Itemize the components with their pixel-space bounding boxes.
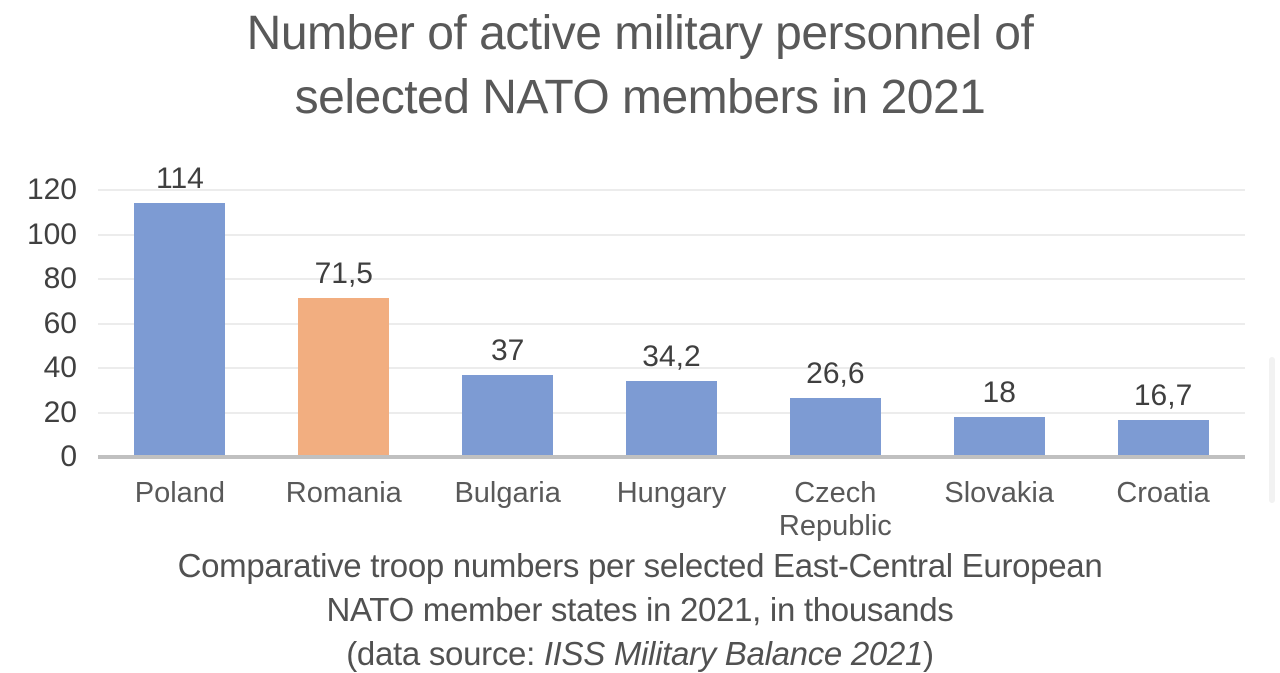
bar-slovakia — [953, 416, 1045, 457]
category-label-czech-republic: Czech Republic — [778, 477, 892, 542]
gridline-120 — [98, 189, 1245, 191]
caption-line-1: Comparative troop numbers per selected E… — [177, 547, 1103, 584]
value-label-czech-republic: 26,6 — [806, 356, 865, 390]
bar-romania — [298, 297, 390, 457]
gridline-40 — [98, 367, 1245, 369]
y-tick-label-80: 80 — [43, 262, 77, 295]
bar-hungary — [626, 380, 717, 457]
caption: Comparative troop numbers per selected E… — [0, 544, 1280, 673]
category-label-croatia: Croatia — [1116, 477, 1210, 509]
gridline-100 — [98, 233, 1245, 236]
chart-title-line-1: Number of active military personnel of — [246, 7, 1034, 60]
y-tick-label-20: 20 — [43, 395, 77, 429]
gridline-60 — [98, 322, 1245, 325]
gridline-80 — [98, 278, 1245, 280]
value-label-hungary: 34,2 — [642, 339, 701, 373]
y-tick-label-100: 100 — [26, 217, 77, 251]
value-label-croatia: 16,7 — [1133, 378, 1193, 412]
caption-source-suffix: ) — [923, 635, 934, 672]
bar-croatia — [1117, 419, 1209, 457]
value-label-romania: 71,5 — [314, 256, 373, 290]
chart-title: Number of active military personnel of s… — [0, 2, 1280, 130]
caption-source-title: IISS Military Balance 2021 — [543, 635, 924, 672]
caption-line-3: (data source: IISS Military Balance 2021… — [0, 632, 1280, 673]
bar-czech-republic — [789, 397, 881, 457]
caption-line-2: NATO member states in 2021, in thousands — [326, 591, 954, 628]
category-label-bulgaria: Bulgaria — [454, 477, 561, 509]
y-tick-label-0: 0 — [60, 440, 77, 473]
y-tick-label-40: 40 — [43, 351, 77, 384]
value-label-slovakia: 18 — [982, 375, 1016, 409]
value-label-poland: 114 — [156, 162, 204, 196]
category-label-hungary: Hungary — [616, 477, 727, 509]
caption-source-prefix: (data source: — [346, 635, 544, 672]
bar-bulgaria — [462, 374, 554, 457]
y-tick-label-60: 60 — [43, 306, 77, 340]
plot-area: 0 20 40 60 80 100 120 114 Poland 71,5 Romania 37 Bul… — [27, 163, 1245, 542]
scrollbar-thumb[interactable] — [1269, 357, 1275, 503]
bar-poland — [134, 203, 226, 457]
x-axis-line — [98, 455, 1245, 459]
category-label-poland: Poland — [134, 477, 226, 509]
value-label-bulgaria: 37 — [490, 333, 525, 367]
category-label-romania: Romania — [285, 477, 402, 509]
y-tick-label-120: 120 — [26, 173, 77, 206]
chart-title-line-2: selected NATO members in 2021 — [294, 71, 986, 124]
category-label-slovakia: Slovakia — [944, 477, 1055, 509]
